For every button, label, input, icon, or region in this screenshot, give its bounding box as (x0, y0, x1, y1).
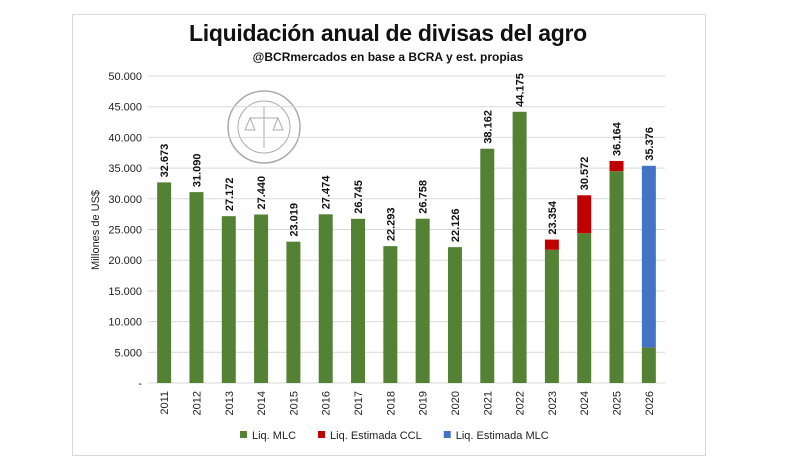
x-tick-label: 2019 (418, 391, 430, 415)
data-label-2013: 27.172 (224, 178, 236, 212)
legend-swatch (443, 431, 451, 438)
x-tick-label: 2022 (515, 391, 527, 415)
bar-liq-mlc-2024 (577, 233, 592, 383)
bar-liq-estimada-ccl-2023 (544, 239, 559, 250)
chart-title: Liquidación anual de divisas del agro (189, 20, 587, 46)
data-label-2015: 23.019 (288, 203, 300, 237)
x-tick-label: 2012 (191, 391, 203, 415)
data-label-2024: 30.572 (579, 157, 591, 191)
x-tick-label: 2011 (159, 391, 171, 415)
legend-label: Liq. Estimada CCL (330, 430, 422, 442)
y-tick-label: 35.000 (108, 163, 142, 175)
data-label-2021: 38.162 (482, 110, 494, 144)
x-tick-label: 2025 (612, 391, 624, 415)
y-tick-label: 15.000 (108, 286, 142, 298)
y-axis-label: Millones de US$ (90, 190, 102, 270)
data-label-2014: 27.440 (256, 176, 268, 210)
x-tick-label: 2013 (224, 391, 236, 415)
data-label-2017: 26.745 (353, 180, 365, 214)
data-label-2012: 31.090 (191, 153, 203, 187)
bar-liq-mlc-2012 (189, 192, 204, 383)
y-tick-label: 40.000 (108, 132, 142, 144)
bar-liq-mlc-2018 (383, 246, 398, 383)
data-label-2019: 26.758 (418, 180, 430, 214)
bar-liq-mlc-2014 (254, 214, 269, 383)
x-tick-label: 2015 (288, 391, 300, 415)
bar-liq-estimada-ccl-2025 (609, 160, 624, 172)
x-tick-label: 2014 (256, 391, 268, 415)
x-tick-label: 2024 (579, 391, 591, 415)
bar-liq-mlc-2011 (157, 182, 172, 383)
bar-liq-mlc-2013 (221, 216, 236, 383)
data-label-2016: 27.474 (321, 175, 333, 210)
bcr-seal-logo (227, 90, 301, 164)
legend-swatch (318, 431, 326, 438)
bar-liq-mlc-2015 (286, 241, 301, 383)
y-tick-label: 20.000 (108, 255, 142, 267)
x-tick-label: 2020 (450, 391, 462, 415)
y-tick-label: 30.000 (108, 194, 142, 206)
legend-swatch (240, 431, 247, 438)
bar-liq-mlc-2019 (415, 218, 430, 383)
data-label-2022: 44.175 (515, 73, 527, 107)
data-label-2018: 22.293 (385, 207, 397, 241)
bar-liq-estimada-ccl-2024 (577, 195, 592, 234)
x-tick-label: 2021 (482, 391, 494, 415)
bar-liq-mlc-2021 (480, 148, 495, 383)
bar-liq-mlc-2025 (609, 171, 624, 383)
data-label-2026: 35.376 (644, 127, 656, 161)
x-tick-label: 2018 (385, 391, 397, 415)
bar-liq-mlc-2026 (641, 347, 656, 383)
data-label-2011: 32.673 (159, 144, 171, 178)
bar-liq-mlc-2016 (318, 214, 333, 383)
data-label-2025: 36.164 (612, 121, 624, 156)
y-tick-label: 5.000 (114, 347, 142, 359)
y-tick-label: 10.000 (108, 317, 142, 329)
y-tick-label: 45.000 (108, 102, 142, 114)
y-tick-label: 50.000 (108, 71, 142, 83)
chart-subtitle: @BCRmercados en base a BCRA y est. propi… (252, 50, 524, 64)
bar-liq-mlc-2023 (544, 249, 559, 383)
y-tick-label: 25.000 (108, 225, 142, 237)
x-tick-label: 2023 (547, 391, 559, 415)
bar-liq-estimada-mlc-2026 (641, 165, 656, 348)
y-tick-label: - (138, 378, 142, 390)
data-label-2020: 22.126 (450, 208, 462, 242)
legend-label: Liq. Estimada MLC (456, 430, 549, 442)
data-label-2023: 23.354 (547, 200, 559, 235)
bar-liq-mlc-2017 (351, 218, 366, 383)
legend-label: Liq. MLC (252, 430, 296, 442)
x-tick-label: 2017 (353, 391, 365, 415)
x-tick-label: 2016 (321, 391, 333, 415)
bar-liq-mlc-2022 (512, 111, 527, 383)
bar-liq-mlc-2020 (447, 247, 462, 383)
x-tick-label: 2026 (644, 391, 656, 415)
